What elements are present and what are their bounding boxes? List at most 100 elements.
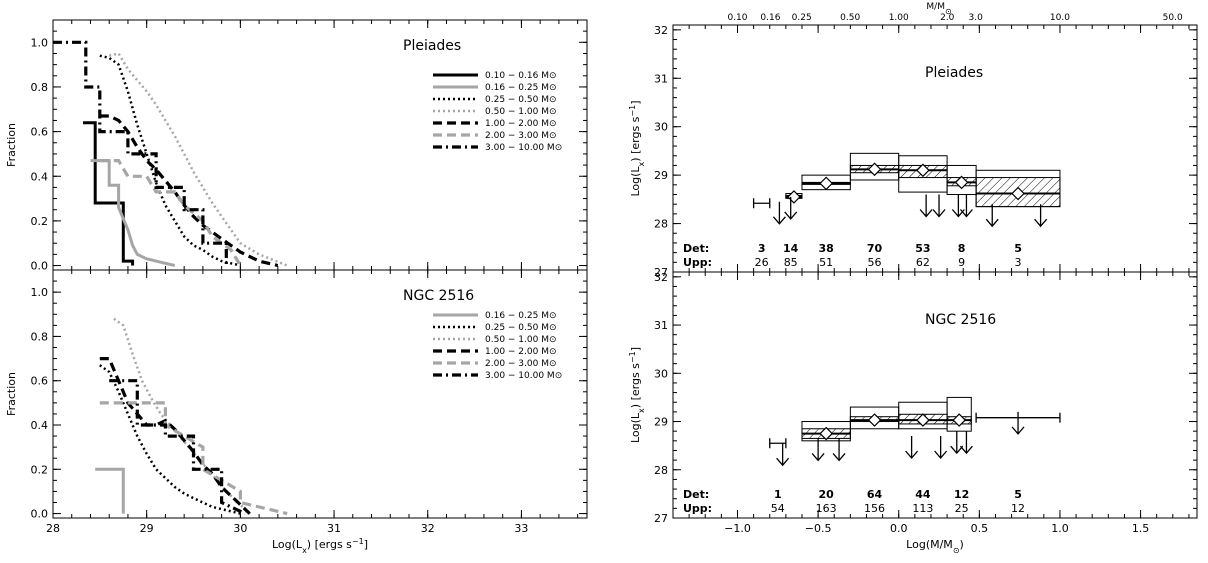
legend-label: 0.25 − 0.50 M⊙ [485,95,557,105]
det-count: 8 [958,242,966,255]
panel-left-top: 0.0 0.2 0.4 0.6 0.8 1.0 Fraction Pleiades 0.10 −… [5,19,588,273]
y-tick-label: 0.6 [31,126,49,139]
x-axis-label: Log(M/M⊙) [906,538,964,555]
upp-count: 163 [816,502,837,515]
upper-limit-arrowhead [832,452,846,462]
median-diamond [954,175,969,190]
legend-label: 1.00 − 2.00 M⊙ [485,347,557,357]
upper-limit-arrowhead [811,452,825,462]
series-line-1 [90,159,176,267]
y-tick-label: 30 [654,121,668,134]
upper-limit-arrowhead [905,450,919,459]
top-tick-label: 0.10 [727,13,747,23]
y-tick-label: 1.0 [31,286,49,299]
upp-count: 3 [1015,256,1022,269]
upp-count: 62 [916,256,930,269]
det-count: 14 [783,242,799,255]
upp-count: 156 [864,502,885,515]
y-tick-label: 0.4 [31,170,49,183]
y-tick-label: 29 [654,169,668,182]
plot-frame [52,269,588,519]
upper-limit-arrowhead [985,218,999,228]
det-count: 70 [867,242,883,255]
y-tick-label: 30 [654,367,668,380]
series-line-3 [108,52,288,267]
top-tick-label: 1.00 [889,13,909,23]
upper-limit-arrowhead [776,457,790,467]
top-tick-label: 0.25 [792,13,812,23]
legend-label: 0.16 − 0.25 M⊙ [485,311,557,321]
median-diamond [819,426,834,441]
y-tick-label: 0.2 [31,463,49,476]
y-tick-label: 0.8 [31,81,49,94]
upp-count: 56 [868,256,882,269]
upper-limit-arrowhead [1034,218,1048,228]
upp-count: 26 [755,256,769,269]
series-line-2 [99,54,241,267]
outer-box [946,396,972,432]
legend-label: 2.00 − 3.00 M⊙ [485,359,557,369]
median-diamond [867,413,882,427]
upper-limit-arrowhead [1011,426,1025,435]
y-tick-label: 1.0 [31,36,49,49]
x-tick-label: 0.0 [890,522,908,535]
y-tick-label: 29 [654,416,668,429]
upp-count: 54 [771,502,785,515]
x-tick-label: 28 [46,522,60,535]
y-tick-label: 0.4 [31,419,49,432]
upp-count: 9 [958,256,965,269]
upper-limit-arrowhead [959,445,973,455]
x-tick-label: 30 [233,522,247,535]
y-axis-label: Log(Lx) [ergs s−1] [628,100,646,196]
legend-label: 1.00 − 2.00 M⊙ [485,119,557,129]
series-line-0 [83,121,135,266]
upp-count: 12 [1011,502,1025,515]
median-diamond [916,413,930,427]
y-tick-label: 0.0 [31,260,49,273]
y-tick-label: 32 [654,24,668,37]
top-axis-label: M/M⊙ [926,2,951,16]
panel-title: NGC 2516 [925,312,996,328]
median-diamond [867,162,882,177]
det-count: 1 [774,488,782,501]
y-axis-label: Fraction [5,123,18,167]
y-tick-label: 27 [654,512,668,525]
upper-limit-arrowhead [950,445,964,455]
upp-count: 113 [912,502,933,515]
panel-left-bottom: 0.0 0.2 0.4 0.6 0.8 1.0 28 29 30 31 32 33 Fraction Lo… [5,269,588,555]
x-tick-label: 1.5 [1132,522,1150,535]
y-tick-label: 31 [654,72,668,85]
det-count: 12 [954,488,969,501]
upper-limit-arrowhead [932,209,946,218]
panels: 0.0 0.2 0.4 0.6 0.8 1.0 Fraction Pleiades 0.10 −… [5,2,1198,555]
top-tick-label: 2.0 [940,13,955,23]
legend-label: 3.00 − 10.00 M⊙ [485,371,562,381]
x-tick-label: −1.0 [724,522,751,535]
series-line-5 [109,379,246,516]
upper-limit-arrowhead [772,216,786,225]
upp-count: 51 [819,256,833,269]
upp-count: 85 [784,256,798,269]
y-tick-label: 27 [654,266,668,279]
y-tick-label: 28 [654,464,668,477]
det-label: Det: [683,242,709,255]
legend-label: 0.16 − 0.25 M⊙ [485,83,557,93]
median-diamond [916,163,930,178]
series-line-6 [53,40,228,266]
det-count: 64 [867,488,883,501]
y-tick-label: 0.8 [31,330,49,343]
top-tick-label: 50.0 [1163,13,1183,23]
det-count: 5 [1014,488,1022,501]
panel-title: NGC 2516 [403,288,474,304]
median-diamond [952,413,967,427]
det-label: Det: [683,488,709,501]
x-tick-label: 33 [514,522,528,535]
legend-label: 0.50 − 1.00 M⊙ [485,335,557,345]
legend-label: 0.25 − 0.50 M⊙ [485,323,557,333]
x-tick-label: −0.5 [805,522,832,535]
upp-count: 25 [955,502,969,515]
panel-title: Pleiades [925,65,983,81]
det-count: 38 [819,242,834,255]
upper-limit-arrowhead [784,211,798,220]
legend-label: 2.00 − 3.00 M⊙ [485,131,557,141]
